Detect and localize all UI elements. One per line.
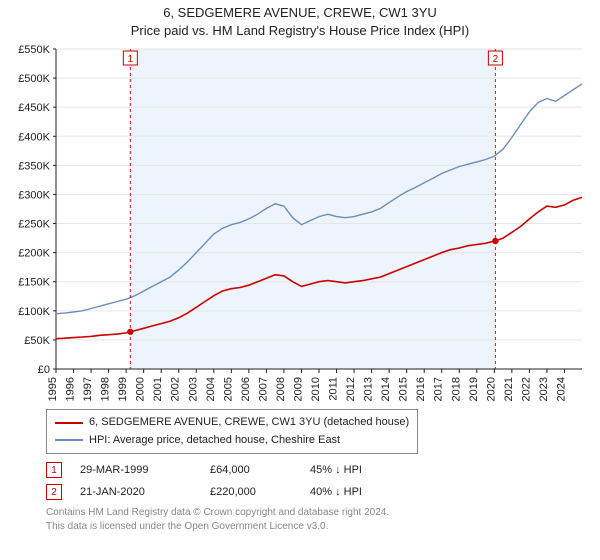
transaction-price: £220,000	[210, 486, 310, 498]
chart-svg: £0 £50K £100K £150K £200K £250K £300K £350K £400…	[8, 43, 592, 403]
svg-text:2: 2	[493, 54, 499, 65]
transaction-date: 21-JAN-2020	[80, 486, 210, 498]
chart-area: £0 £50K £100K £150K £200K £250K £300K £350K £400…	[8, 43, 592, 403]
svg-text:1998: 1998	[100, 377, 112, 401]
svg-text:1: 1	[128, 54, 134, 65]
transaction-price: £64,000	[210, 464, 310, 476]
svg-text:£300K: £300K	[18, 190, 50, 202]
svg-text:£100K: £100K	[18, 306, 50, 318]
transaction-row: 1 29-MAR-1999£64,00045% ↓ HPI	[46, 462, 592, 478]
transactions-list: 1 29-MAR-1999£64,00045% ↓ HPI 2 21-JAN-2020…	[46, 462, 592, 500]
svg-text:£250K: £250K	[18, 219, 50, 231]
svg-text:2011: 2011	[328, 377, 340, 401]
svg-text:£0: £0	[38, 364, 50, 376]
legend-swatch	[55, 422, 83, 424]
svg-text:2010: 2010	[310, 377, 322, 401]
svg-text:1997: 1997	[82, 377, 94, 401]
svg-text:2003: 2003	[187, 377, 199, 401]
svg-text:£500K: £500K	[18, 73, 50, 85]
legend-label: 6, SEDGEMERE AVENUE, CREWE, CW1 3YU (det…	[89, 414, 409, 432]
legend-row: 6, SEDGEMERE AVENUE, CREWE, CW1 3YU (det…	[55, 414, 409, 432]
svg-text:2024: 2024	[555, 377, 567, 401]
title-address: 6, SEDGEMERE AVENUE, CREWE, CW1 3YU	[8, 4, 592, 22]
footer-line2: This data is licensed under the Open Gov…	[46, 520, 592, 534]
footer-line1: Contains HM Land Registry data © Crown c…	[46, 506, 592, 520]
legend-swatch	[55, 439, 83, 441]
svg-text:2015: 2015	[398, 377, 410, 401]
legend-row: HPI: Average price, detached house, Ches…	[55, 432, 409, 450]
svg-text:2004: 2004	[205, 377, 217, 401]
svg-text:2008: 2008	[275, 377, 287, 401]
legend-label: HPI: Average price, detached house, Ches…	[89, 432, 340, 450]
svg-text:2012: 2012	[345, 377, 357, 401]
chart-title: 6, SEDGEMERE AVENUE, CREWE, CW1 3YU Pric…	[8, 4, 592, 39]
svg-text:2020: 2020	[485, 377, 497, 401]
svg-text:2022: 2022	[520, 377, 532, 401]
transaction-marker: 1	[46, 462, 62, 478]
transaction-date: 29-MAR-1999	[80, 464, 210, 476]
svg-text:2018: 2018	[450, 377, 462, 401]
transaction-row: 2 21-JAN-2020£220,00040% ↓ HPI	[46, 484, 592, 500]
transaction-diff: 45% ↓ HPI	[310, 464, 430, 476]
svg-text:2000: 2000	[135, 377, 147, 401]
svg-text:1995: 1995	[47, 377, 59, 401]
svg-text:2016: 2016	[415, 377, 427, 401]
svg-text:2002: 2002	[170, 377, 182, 401]
svg-text:£150K: £150K	[18, 277, 50, 289]
svg-text:2007: 2007	[257, 377, 269, 401]
svg-text:2013: 2013	[363, 377, 375, 401]
svg-text:2006: 2006	[240, 377, 252, 401]
title-subtitle: Price paid vs. HM Land Registry's House …	[8, 22, 592, 40]
svg-text:£350K: £350K	[18, 160, 50, 172]
svg-text:£450K: £450K	[18, 102, 50, 114]
svg-text:£50K: £50K	[24, 335, 50, 347]
legend: 6, SEDGEMERE AVENUE, CREWE, CW1 3YU (det…	[46, 409, 418, 454]
svg-text:2014: 2014	[380, 377, 392, 401]
svg-text:2019: 2019	[468, 377, 480, 401]
svg-text:2009: 2009	[292, 377, 304, 401]
transaction-diff: 40% ↓ HPI	[310, 486, 430, 498]
svg-text:1996: 1996	[65, 377, 77, 401]
svg-text:2001: 2001	[152, 377, 164, 401]
svg-text:£550K: £550K	[18, 44, 50, 56]
svg-text:2017: 2017	[433, 377, 445, 401]
svg-text:2021: 2021	[503, 377, 515, 401]
footer-attribution: Contains HM Land Registry data © Crown c…	[46, 506, 592, 533]
transaction-marker: 2	[46, 484, 62, 500]
svg-text:1999: 1999	[117, 377, 129, 401]
svg-text:2023: 2023	[538, 377, 550, 401]
svg-text:£200K: £200K	[18, 248, 50, 260]
svg-text:2005: 2005	[222, 377, 234, 401]
svg-text:£400K: £400K	[18, 131, 50, 143]
